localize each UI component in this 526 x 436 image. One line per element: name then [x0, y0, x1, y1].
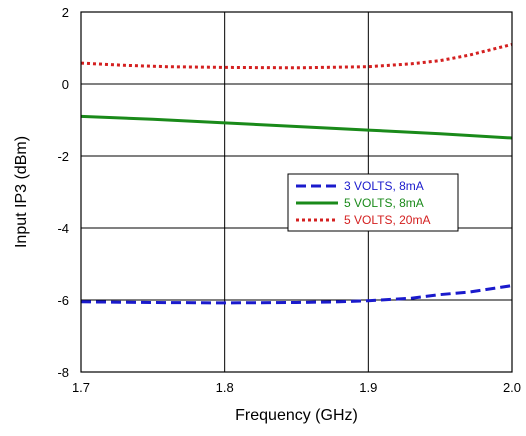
- legend-label-2: 5 VOLTS, 20mA: [344, 213, 430, 227]
- x-tick-label-1: 1.8: [216, 380, 234, 395]
- legend-label-1: 5 VOLTS, 8mA: [344, 196, 424, 210]
- y-axis-title: Input IP3 (dBm): [13, 136, 30, 248]
- x-tick-label-2: 1.9: [359, 380, 377, 395]
- series-line-2: [80, 42, 513, 70]
- plot-frame: [80, 11, 513, 373]
- tick-labels: 1.7 1.8 1.9 2.0 2 0 -2 -4 -6 -8: [57, 5, 521, 395]
- y-tick-label-0: 2: [62, 5, 69, 20]
- y-tick-label-1: 0: [62, 77, 69, 92]
- series-line-0: [80, 284, 513, 305]
- legend-label-0: 3 VOLTS, 8mA: [344, 179, 424, 193]
- series-group: [80, 42, 513, 305]
- x-tick-label-0: 1.7: [72, 380, 90, 395]
- x-tick-label-3: 2.0: [503, 380, 521, 395]
- y-tick-label-3: -4: [57, 221, 69, 236]
- series-line-1: [80, 114, 513, 140]
- y-tick-label-4: -6: [57, 293, 69, 308]
- y-tick-label-2: -2: [57, 149, 69, 164]
- x-axis-title: Frequency (GHz): [235, 407, 358, 424]
- y-tick-label-5: -8: [57, 365, 69, 380]
- legend: 3 VOLTS, 8mA 5 VOLTS, 8mA 5 VOLTS, 20mA: [287, 173, 459, 232]
